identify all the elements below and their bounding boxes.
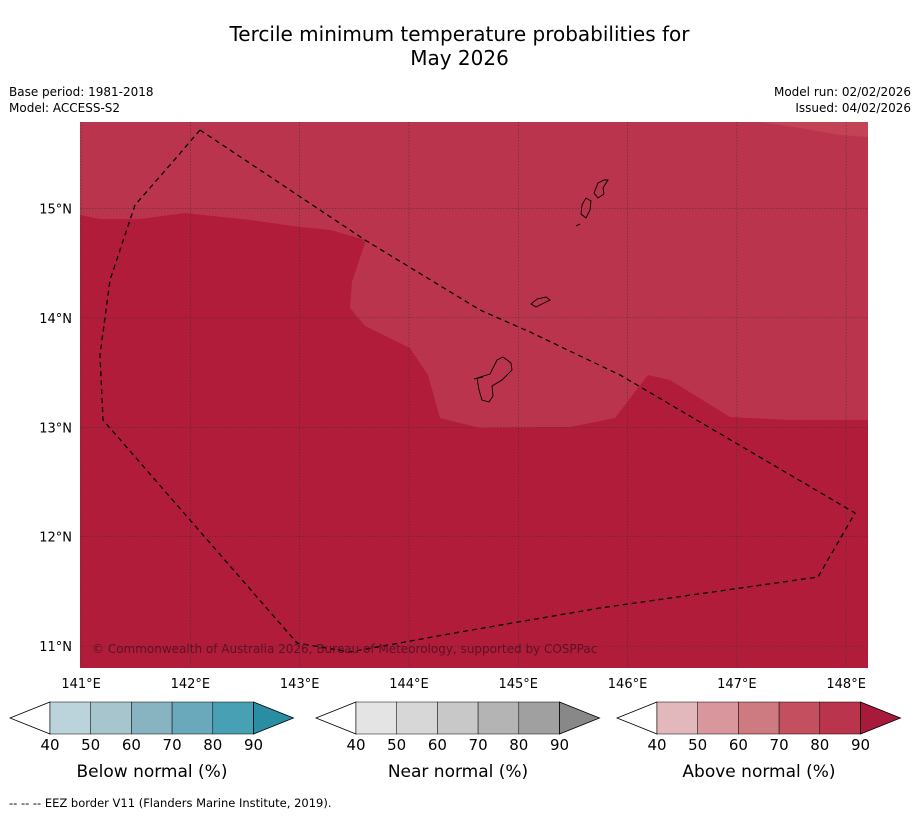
colorbar-tick-label: 50 [81, 736, 100, 754]
title-line-1: Tercile minimum temperature probabilitie… [229, 22, 690, 46]
lon-tick-label: 147°E [717, 677, 757, 692]
colorbar-segment [518, 701, 560, 735]
colorbar-tick-label: 40 [40, 736, 59, 754]
copyright-notice: © Commonwealth of Australia 2026, Bureau… [92, 642, 597, 656]
island-aguijan [575, 223, 581, 227]
colorbar-above: 40 50 60 70 80 90 [615, 701, 902, 754]
lon-tick-label: 144°E [389, 677, 429, 692]
base-period: Base period: 1981-2018 [9, 85, 154, 99]
lon-tick-label: 141°E [61, 677, 101, 692]
lon-tick-label: 143°E [280, 677, 320, 692]
colorbar-segment [778, 701, 821, 735]
chart-title: Tercile minimum temperature probabilitie… [0, 22, 919, 70]
model-name: Model: ACCESS-S2 [9, 101, 121, 115]
map: © Commonwealth of Australia 2026, Bureau… [39, 122, 868, 692]
colorbar-tick-label: 70 [163, 736, 182, 754]
colorbar-segment [819, 701, 861, 735]
colorbar-tick-label: 60 [729, 736, 748, 754]
lat-tick-label: 12°N [39, 531, 72, 546]
colorbar-segment [131, 701, 173, 735]
colorbar-segment [477, 701, 520, 735]
lon-tick-label: 146°E [608, 677, 648, 692]
colorbar-tick-label: 80 [203, 736, 222, 754]
meta-right: Model run: 02/02/2026 Issued: 04/02/2026 [774, 84, 911, 116]
colorbars: 40 50 60 70 80 90 40 50 60 70 80 90 40 50 60 70 80 90 [8, 701, 902, 754]
colorbar-tick-label: 80 [509, 736, 528, 754]
island-rota [530, 296, 551, 308]
colorbar-segment [396, 701, 438, 735]
colorbar-segment [171, 701, 214, 735]
graticule [80, 122, 868, 668]
colorbar-extend-low [615, 701, 658, 735]
colorbar-below: 40 50 60 70 80 90 [8, 701, 295, 754]
colorbar-extend-high [253, 701, 295, 735]
colorbar-segment [697, 701, 739, 735]
colorbar-segment [49, 701, 91, 735]
colorbar-tick-label: 70 [770, 736, 789, 754]
colorbar-segment [212, 701, 254, 735]
colorbar-extend-high [559, 701, 601, 735]
colorbar-extend-low [8, 701, 51, 735]
colorbar-label-below: Below normal (%) [76, 762, 228, 782]
colorbar-segment [437, 701, 479, 735]
model-run: Model run: 02/02/2026 [773, 85, 911, 99]
colorbar-extend-low [314, 701, 357, 735]
colorbar-tick-label: 60 [428, 736, 447, 754]
prob-region-80-north [80, 122, 868, 428]
title-line-2: May 2026 [410, 46, 509, 70]
colorbar-tick-label: 50 [387, 736, 406, 754]
colorbar-tick-label: 80 [810, 736, 829, 754]
colorbar-label-above: Above normal (%) [682, 762, 836, 782]
lon-tick-label: 142°E [171, 677, 211, 692]
colorbar-extend-high [860, 701, 902, 735]
colorbar-tick-label: 40 [647, 736, 666, 754]
colorbar-segment [656, 701, 698, 735]
island-saipan [593, 179, 609, 199]
colorbar-tick-label: 60 [122, 736, 141, 754]
island-guam [476, 356, 513, 403]
colorbar-segment [90, 701, 132, 735]
lon-tick-label: 145°E [498, 677, 538, 692]
colorbar-tick-label: 90 [244, 736, 263, 754]
lat-tick-label: 15°N [39, 202, 72, 217]
axis-tick-labels: 141°E 142°E 143°E 144°E 145°E 146°E 147°E 148°E… [39, 202, 866, 692]
colorbar-near: 40 50 60 70 80 90 [314, 701, 601, 754]
colorbar-label-near: Near normal (%) [387, 762, 529, 782]
colorbar-tick-label: 50 [688, 736, 707, 754]
colorbar-segment [355, 701, 397, 735]
footnote: -- -- -- EEZ border V11 (Flanders Marine… [9, 796, 332, 810]
colorbar-tick-label: 90 [550, 736, 569, 754]
meta-left: Base period: 1981-2018 Model: ACCESS-S2 [9, 84, 154, 116]
colorbar-tick-label: 70 [469, 736, 488, 754]
colorbar-group: 40 50 60 70 80 90 40 50 60 70 80 90 40 50 60 70 80 90 [8, 701, 902, 754]
prob-region-70-corner [760, 122, 868, 137]
eez-border [99, 129, 856, 653]
lat-tick-label: 11°N [39, 640, 72, 655]
colorbar-segment [738, 701, 780, 735]
issued-date: Issued: 04/02/2026 [795, 101, 911, 115]
lat-tick-label: 14°N [39, 312, 72, 327]
island-guam-tip [473, 376, 484, 380]
colorbar-tick-label: 90 [851, 736, 870, 754]
lon-tick-label: 148°E [826, 677, 866, 692]
island-tinian [580, 197, 592, 219]
lat-tick-label: 13°N [39, 421, 72, 436]
colorbar-tick-label: 40 [346, 736, 365, 754]
